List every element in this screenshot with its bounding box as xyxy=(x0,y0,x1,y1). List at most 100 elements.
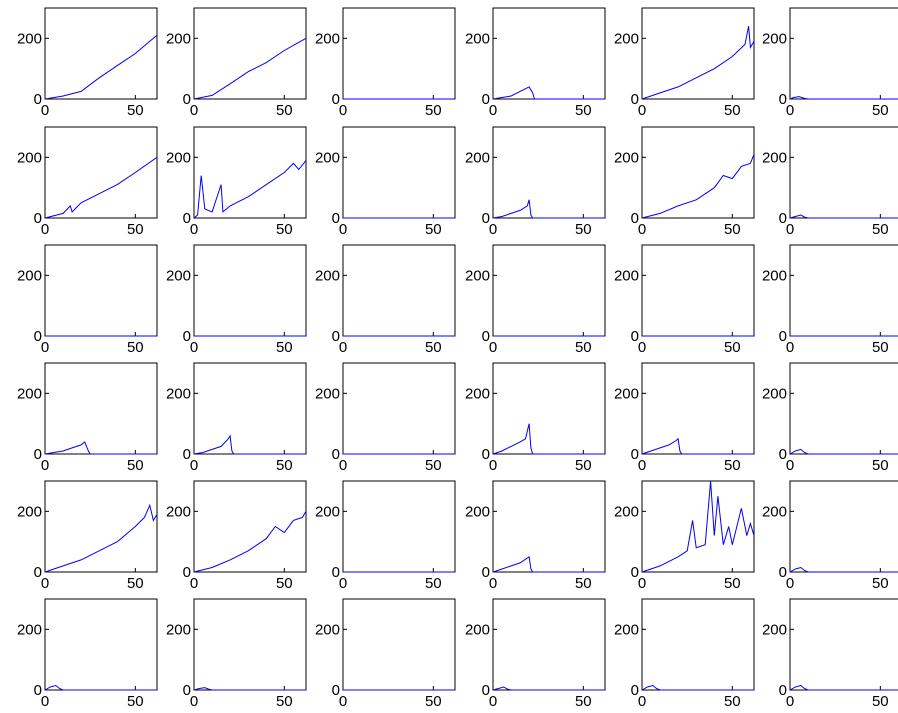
y-tick-label: 0 xyxy=(34,682,42,699)
x-tick-label: 50 xyxy=(425,221,442,238)
x-tick-label: 50 xyxy=(127,339,144,356)
y-tick-label: 0 xyxy=(482,682,490,699)
series-line xyxy=(193,511,307,573)
y-tick-label: 0 xyxy=(482,328,490,345)
subplot-r2-c6: 0 50 0 200 xyxy=(762,126,898,238)
axes-frame xyxy=(492,244,606,337)
x-tick-label: 0 xyxy=(786,221,794,238)
y-tick-label: 200 xyxy=(762,385,787,402)
y-tick-label: 0 xyxy=(779,682,787,699)
x-tick-label: 0 xyxy=(339,575,347,592)
x-tick-label: 0 xyxy=(638,693,646,710)
x-tick-label: 50 xyxy=(724,339,741,356)
axes-frame xyxy=(44,126,158,219)
x-tick-label: 50 xyxy=(575,339,592,356)
axes-frame xyxy=(44,362,158,455)
y-tick-label: 200 xyxy=(614,30,639,47)
y-tick-label: 200 xyxy=(614,503,639,520)
subplot-r3-c1: 0 50 0 200 xyxy=(17,244,158,356)
series-line xyxy=(641,480,755,573)
y-tick-label: 200 xyxy=(17,30,42,47)
x-tick-label: 50 xyxy=(575,575,592,592)
x-tick-label: 50 xyxy=(276,339,293,356)
x-tick-label: 0 xyxy=(190,693,198,710)
subplot-r1-c5: 0 50 0 200 xyxy=(614,7,755,119)
y-tick-label: 0 xyxy=(631,91,639,108)
y-tick-label: 0 xyxy=(183,91,191,108)
x-tick-label: 0 xyxy=(41,575,49,592)
axes-frame xyxy=(342,362,456,455)
x-tick-label: 50 xyxy=(575,457,592,474)
series-line xyxy=(492,199,605,219)
axes-frame xyxy=(641,7,755,100)
x-tick-label: 50 xyxy=(724,693,741,710)
y-tick-label: 200 xyxy=(465,267,490,284)
axes-frame xyxy=(44,244,158,337)
y-tick-label: 200 xyxy=(762,30,787,47)
y-tick-label: 0 xyxy=(332,682,340,699)
x-tick-label: 50 xyxy=(276,102,293,119)
x-tick-label: 50 xyxy=(127,693,144,710)
x-tick-label: 0 xyxy=(41,221,49,238)
series-line xyxy=(44,684,157,691)
subplot-r2-c1: 0 50 0 200 xyxy=(17,126,158,238)
y-tick-label: 200 xyxy=(315,503,340,520)
y-tick-label: 200 xyxy=(166,267,191,284)
y-tick-label: 0 xyxy=(34,210,42,227)
y-tick-label: 0 xyxy=(332,210,340,227)
axes-frame xyxy=(193,598,307,691)
y-tick-label: 200 xyxy=(17,267,42,284)
series-line xyxy=(492,686,605,691)
series-line xyxy=(789,96,898,100)
y-tick-label: 200 xyxy=(166,385,191,402)
axes-frame xyxy=(342,480,456,573)
axes-frame xyxy=(193,244,307,337)
y-tick-label: 0 xyxy=(482,564,490,581)
subplot-r4-c2: 0 50 0 200 xyxy=(166,362,307,474)
series-line xyxy=(641,437,754,455)
x-tick-label: 50 xyxy=(724,575,741,592)
x-tick-label: 50 xyxy=(724,102,741,119)
y-tick-label: 0 xyxy=(183,210,191,227)
series-line xyxy=(44,503,158,573)
y-tick-label: 200 xyxy=(315,385,340,402)
y-tick-label: 200 xyxy=(465,149,490,166)
subplot-r5-c5: 0 50 0 200 xyxy=(614,480,755,592)
axes-frame xyxy=(193,7,307,100)
series-line xyxy=(44,441,157,455)
subplot-r3-c6: 0 50 0 200 xyxy=(762,244,898,356)
series-line xyxy=(193,37,307,100)
series-line xyxy=(641,684,754,691)
axes-frame xyxy=(492,126,606,219)
subplot-r5-c1: 0 50 0 200 xyxy=(17,480,158,592)
axes-frame xyxy=(789,480,898,573)
axes-frame xyxy=(492,7,606,100)
subplot-r4-c3: 0 50 0 200 xyxy=(315,362,456,474)
series-line xyxy=(789,214,898,219)
x-tick-label: 0 xyxy=(41,457,49,474)
y-tick-label: 0 xyxy=(482,91,490,108)
x-tick-label: 50 xyxy=(575,693,592,710)
x-tick-label: 0 xyxy=(41,693,49,710)
x-tick-label: 50 xyxy=(127,221,144,238)
y-tick-label: 0 xyxy=(34,91,42,108)
subplot-r2-c4: 0 50 0 200 xyxy=(465,126,606,238)
axes-frame xyxy=(44,598,158,691)
x-tick-label: 0 xyxy=(190,339,198,356)
x-tick-label: 0 xyxy=(786,102,794,119)
x-tick-label: 0 xyxy=(638,575,646,592)
x-tick-label: 50 xyxy=(276,693,293,710)
axes-frame xyxy=(193,480,307,573)
axes-frame xyxy=(193,126,307,219)
y-tick-label: 200 xyxy=(315,149,340,166)
y-tick-label: 0 xyxy=(779,328,787,345)
x-tick-label: 50 xyxy=(872,693,889,710)
y-tick-label: 0 xyxy=(34,446,42,463)
series-line xyxy=(492,555,605,573)
subplot-r6-c1: 0 50 0 200 xyxy=(17,598,158,710)
axes-frame xyxy=(342,126,456,219)
x-tick-label: 0 xyxy=(786,339,794,356)
x-tick-label: 0 xyxy=(41,102,49,119)
x-tick-label: 0 xyxy=(339,457,347,474)
